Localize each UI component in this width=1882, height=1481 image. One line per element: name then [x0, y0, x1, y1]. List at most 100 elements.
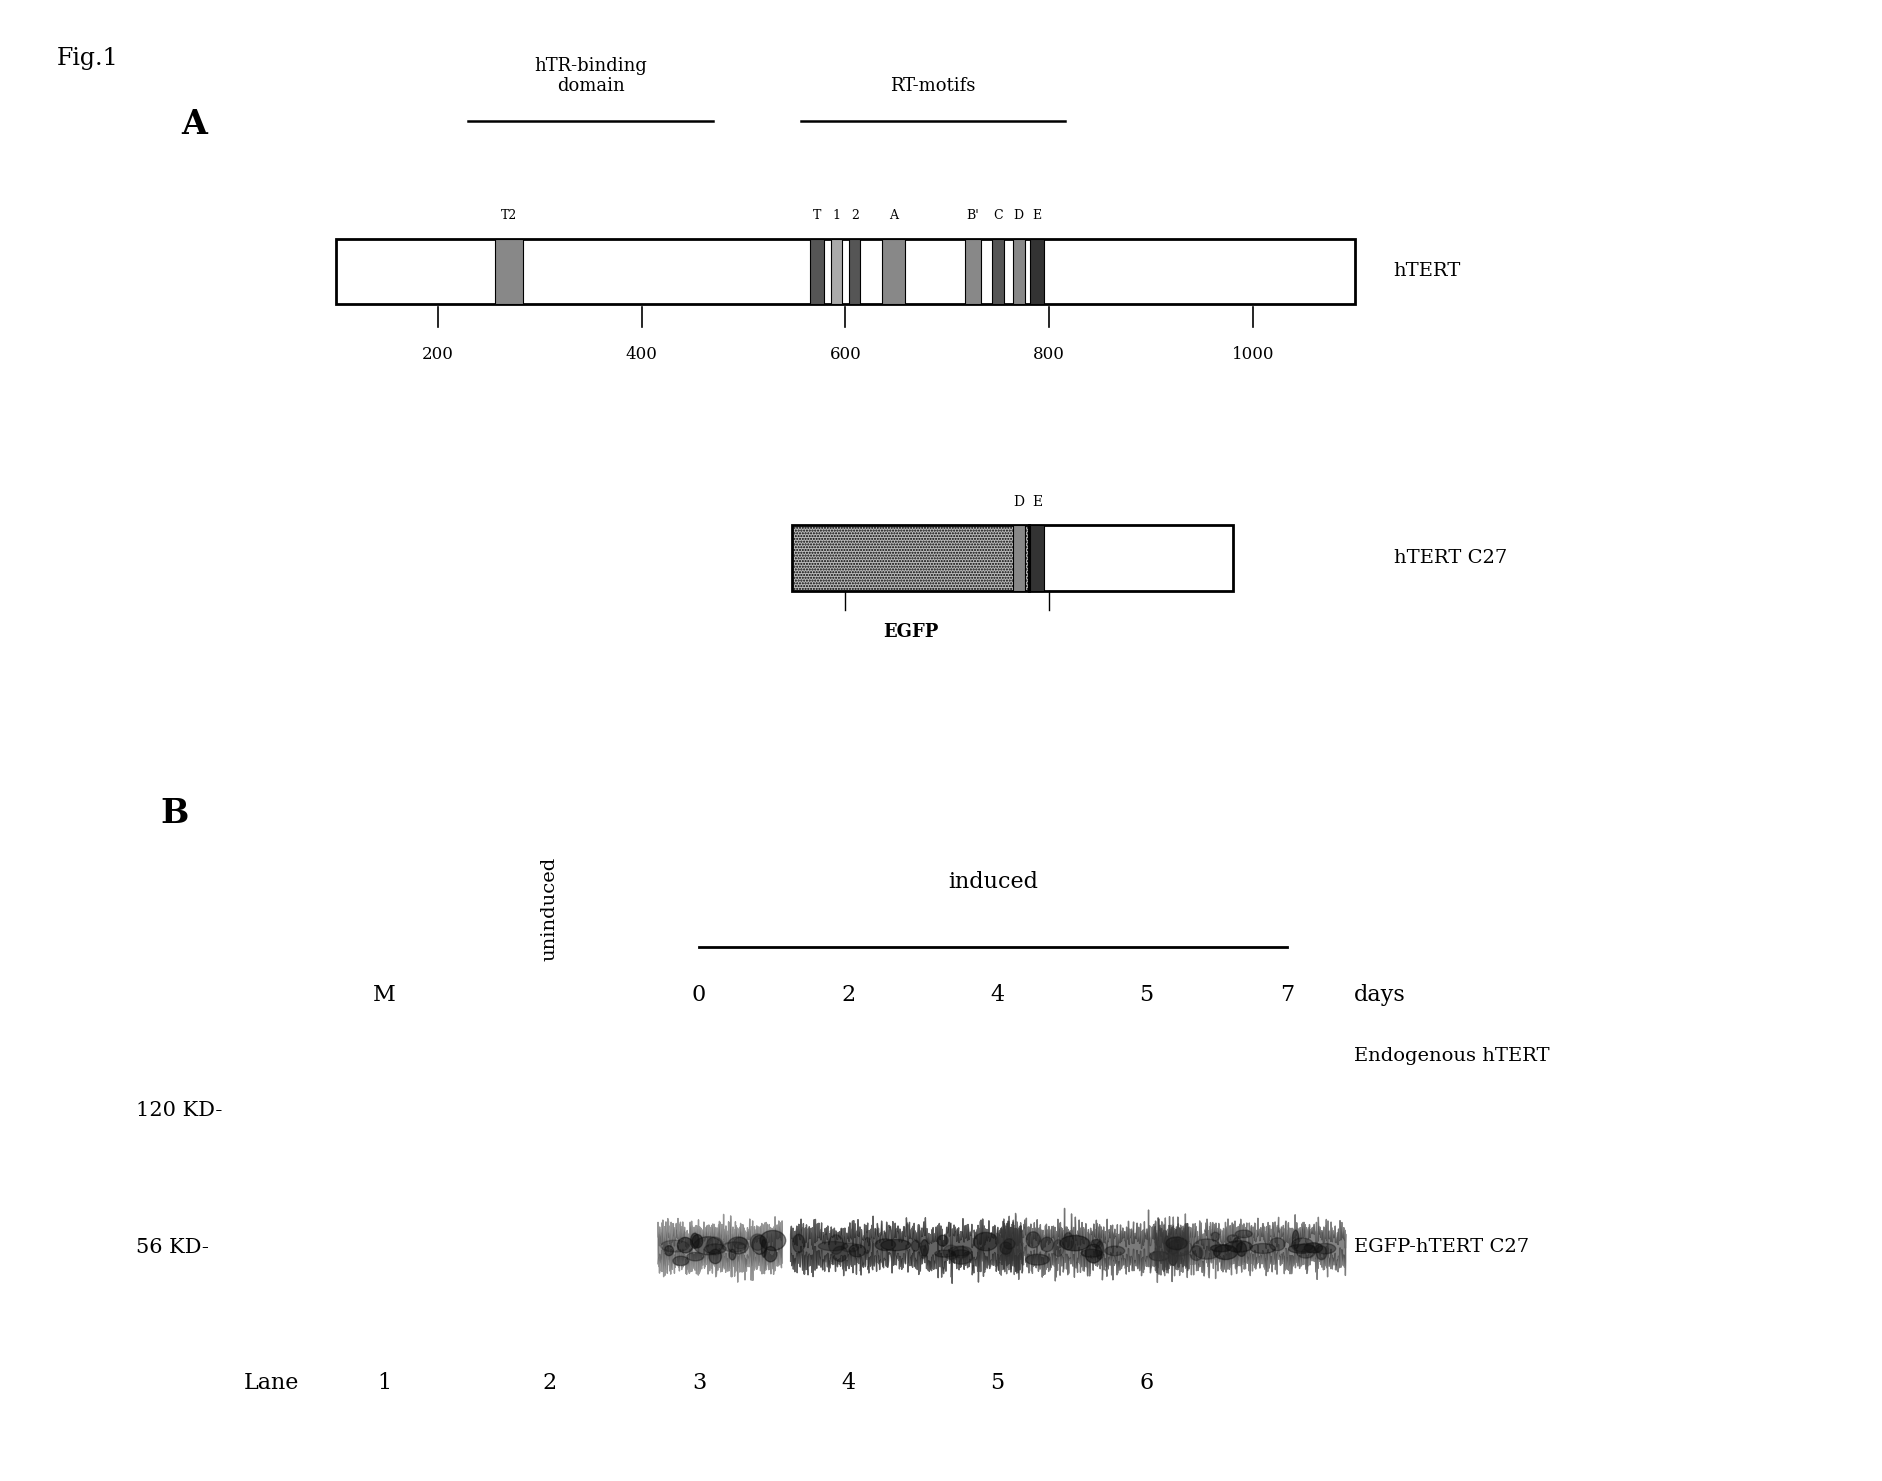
Ellipse shape [1236, 1243, 1246, 1256]
Bar [1013, 238, 1024, 304]
Ellipse shape [1210, 1244, 1231, 1251]
Bar [830, 238, 841, 304]
Ellipse shape [1095, 1241, 1103, 1259]
Ellipse shape [1080, 1250, 1101, 1257]
Ellipse shape [1291, 1231, 1299, 1248]
Bar [1013, 526, 1024, 591]
Text: Lane: Lane [243, 1373, 299, 1394]
Ellipse shape [1060, 1235, 1090, 1251]
Text: E: E [1031, 209, 1041, 222]
Ellipse shape [1003, 1246, 1011, 1256]
Ellipse shape [1314, 1244, 1334, 1254]
Text: Fig.1: Fig.1 [56, 47, 119, 71]
Text: E: E [1031, 495, 1041, 509]
Ellipse shape [1165, 1237, 1180, 1254]
Bar [992, 238, 1003, 304]
Text: 5: 5 [990, 1373, 1003, 1394]
Ellipse shape [732, 1237, 747, 1248]
Ellipse shape [728, 1250, 736, 1260]
Ellipse shape [1172, 1237, 1182, 1250]
Bar [809, 238, 822, 304]
Bar [849, 238, 860, 304]
Bar [1029, 526, 1045, 591]
Ellipse shape [760, 1240, 766, 1257]
Ellipse shape [710, 1250, 721, 1263]
Text: RT-motifs: RT-motifs [890, 77, 975, 95]
Text: D: D [1013, 209, 1024, 222]
Ellipse shape [749, 1234, 764, 1250]
Ellipse shape [949, 1250, 971, 1265]
Ellipse shape [952, 1247, 969, 1257]
Ellipse shape [678, 1238, 693, 1253]
Ellipse shape [1026, 1232, 1039, 1248]
Ellipse shape [999, 1243, 1011, 1254]
Text: T2: T2 [501, 209, 518, 222]
Ellipse shape [849, 1244, 866, 1257]
Text: 56 KD-: 56 KD- [136, 1238, 209, 1256]
Ellipse shape [937, 1235, 947, 1246]
Ellipse shape [1165, 1237, 1186, 1250]
Text: M: M [373, 983, 395, 1006]
Ellipse shape [1268, 1238, 1284, 1251]
Text: 400: 400 [625, 347, 657, 363]
Text: 2: 2 [542, 1373, 557, 1394]
Ellipse shape [911, 1240, 918, 1251]
Text: 6: 6 [1139, 1373, 1154, 1394]
Ellipse shape [1227, 1235, 1238, 1243]
Text: 1: 1 [832, 209, 839, 222]
Text: EGFP: EGFP [883, 624, 937, 641]
Ellipse shape [949, 1246, 971, 1256]
Ellipse shape [723, 1243, 745, 1251]
Ellipse shape [875, 1240, 896, 1250]
Ellipse shape [704, 1244, 726, 1254]
Ellipse shape [1316, 1246, 1327, 1260]
Ellipse shape [973, 1232, 997, 1251]
Ellipse shape [841, 1243, 858, 1251]
Ellipse shape [1191, 1240, 1221, 1259]
Ellipse shape [1250, 1244, 1274, 1253]
Ellipse shape [1225, 1241, 1252, 1251]
Text: 2: 2 [841, 983, 854, 1006]
Ellipse shape [751, 1235, 768, 1254]
Text: 7: 7 [1280, 983, 1293, 1006]
Ellipse shape [1291, 1238, 1314, 1251]
Ellipse shape [881, 1240, 911, 1250]
Text: 600: 600 [830, 347, 860, 363]
Bar [335, 238, 1355, 304]
Ellipse shape [1003, 1238, 1014, 1248]
Text: 1: 1 [376, 1373, 391, 1394]
Text: 0: 0 [691, 983, 706, 1006]
Ellipse shape [1235, 1231, 1252, 1238]
Ellipse shape [687, 1253, 704, 1260]
Text: 1000: 1000 [1231, 347, 1274, 363]
Ellipse shape [918, 1246, 926, 1259]
Ellipse shape [1041, 1237, 1054, 1251]
Ellipse shape [1063, 1232, 1073, 1250]
Ellipse shape [706, 1237, 723, 1254]
Text: B: B [160, 797, 188, 831]
Bar [1029, 238, 1045, 304]
Ellipse shape [943, 1246, 958, 1259]
Ellipse shape [792, 1234, 804, 1253]
Text: 800: 800 [1033, 347, 1065, 363]
Ellipse shape [1026, 1254, 1048, 1265]
Text: T: T [813, 209, 821, 222]
Text: uninduced: uninduced [540, 856, 559, 961]
Ellipse shape [1210, 1232, 1220, 1241]
Text: induced: induced [949, 871, 1037, 893]
Text: A: A [888, 209, 898, 222]
Ellipse shape [661, 1240, 689, 1251]
Text: C: C [994, 209, 1003, 222]
Text: 120 KD-: 120 KD- [136, 1102, 222, 1120]
Ellipse shape [920, 1240, 928, 1256]
Ellipse shape [1214, 1246, 1236, 1259]
Ellipse shape [728, 1237, 749, 1254]
Text: 2: 2 [851, 209, 858, 222]
Ellipse shape [1295, 1244, 1316, 1259]
Text: 5: 5 [1139, 983, 1154, 1006]
Ellipse shape [694, 1237, 723, 1254]
Bar [964, 238, 981, 304]
Ellipse shape [1105, 1246, 1124, 1256]
Text: hTERT C27: hTERT C27 [1393, 549, 1506, 567]
Text: 200: 200 [422, 347, 454, 363]
